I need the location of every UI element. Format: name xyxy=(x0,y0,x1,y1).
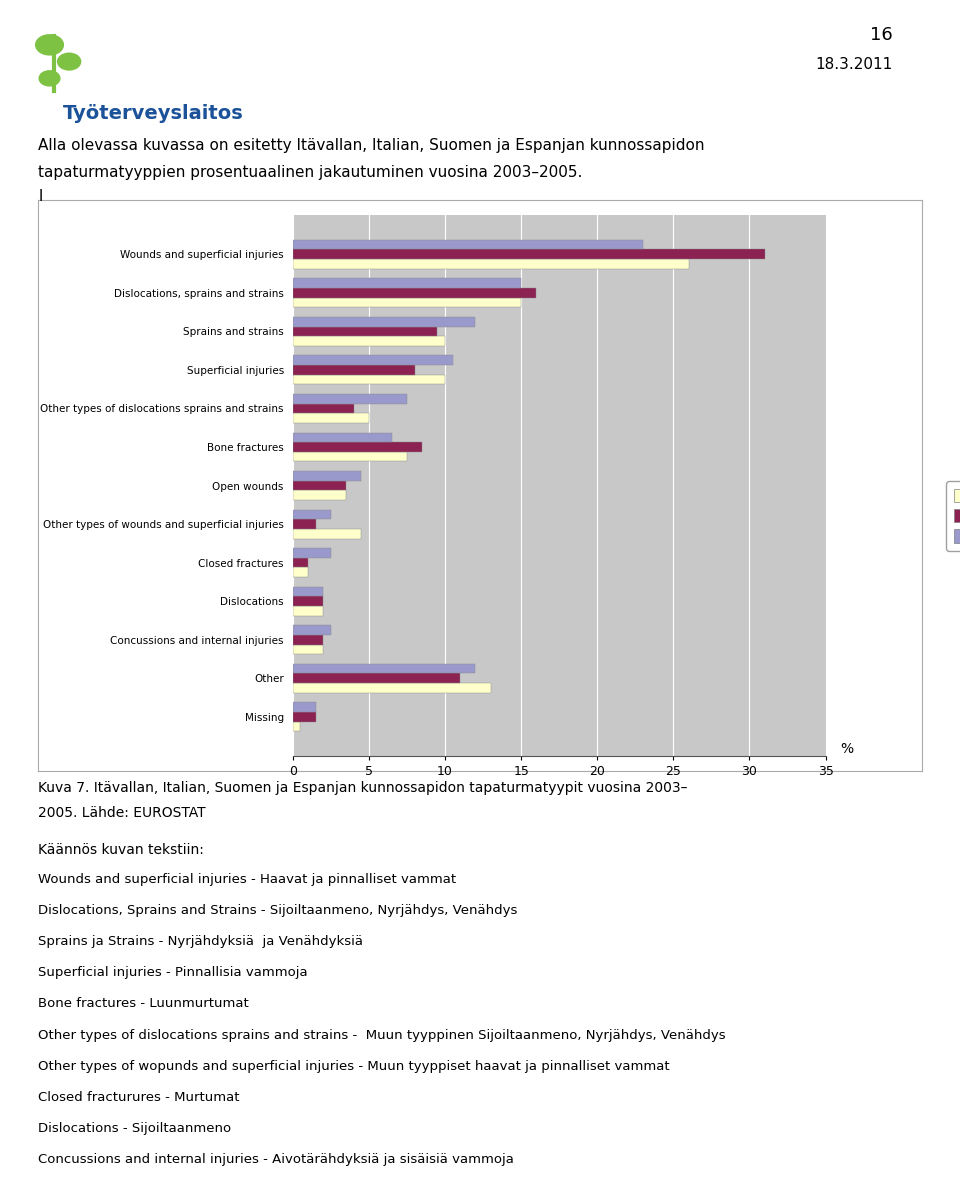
Text: Superficial injuries - Pinnallisia vammoja: Superficial injuries - Pinnallisia vammo… xyxy=(38,966,308,980)
Bar xyxy=(293,298,521,307)
Bar xyxy=(293,673,460,683)
Bar xyxy=(293,712,316,721)
Text: Other types of dislocations sprains and strains -  Muun tyyppinen Sijoiltaanmeno: Other types of dislocations sprains and … xyxy=(38,1029,726,1042)
Text: Kuva 7. Itävallan, Italian, Suomen ja Espanjan kunnossapidon tapaturmatyypit vuo: Kuva 7. Itävallan, Italian, Suomen ja Es… xyxy=(38,781,688,795)
Bar xyxy=(293,336,445,346)
Bar xyxy=(293,279,521,288)
Circle shape xyxy=(58,53,81,71)
Bar xyxy=(293,260,688,269)
Bar xyxy=(293,250,765,260)
Bar xyxy=(293,557,308,567)
Bar xyxy=(293,702,316,712)
Text: Käännös kuvan tekstiin:: Käännös kuvan tekstiin: xyxy=(38,843,204,858)
Circle shape xyxy=(36,35,63,55)
Text: Concussions and internal injuries - Aivotärähdyksiä ja sisäisiä vammoja: Concussions and internal injuries - Aivo… xyxy=(38,1153,515,1166)
Text: Wounds and superficial injuries - Haavat ja pinnalliset vammat: Wounds and superficial injuries - Haavat… xyxy=(38,873,457,886)
Bar xyxy=(293,519,316,529)
Text: l: l xyxy=(38,189,42,205)
Text: Bone fractures - Luunmurtumat: Bone fractures - Luunmurtumat xyxy=(38,997,250,1011)
Bar xyxy=(293,626,331,635)
Bar xyxy=(293,443,422,452)
Bar xyxy=(293,471,361,481)
Bar xyxy=(293,606,324,616)
Text: tapaturmatyyppien prosentuaalinen jakautuminen vuosina 2003–2005.: tapaturmatyyppien prosentuaalinen jakaut… xyxy=(38,165,583,181)
Bar xyxy=(293,567,308,578)
Circle shape xyxy=(39,71,60,86)
Bar xyxy=(293,374,445,384)
Bar xyxy=(293,587,324,597)
Bar xyxy=(293,240,643,250)
Text: 2005. Lähde: EUROSTAT: 2005. Lähde: EUROSTAT xyxy=(38,806,206,820)
Text: Closed fracturures - Murtumat: Closed fracturures - Murtumat xyxy=(38,1091,240,1104)
Bar xyxy=(293,490,347,500)
Text: 16: 16 xyxy=(870,26,893,44)
Text: Alla olevassa kuvassa on esitetty Itävallan, Italian, Suomen ja Espanjan kunnoss: Alla olevassa kuvassa on esitetty Itäval… xyxy=(38,138,705,153)
Bar xyxy=(293,288,537,298)
Bar xyxy=(293,481,347,490)
Bar xyxy=(293,529,361,538)
Bar xyxy=(293,355,453,365)
Text: 18.3.2011: 18.3.2011 xyxy=(816,57,893,73)
Text: %: % xyxy=(840,742,853,756)
Bar xyxy=(293,414,369,423)
Bar xyxy=(293,635,324,645)
Bar xyxy=(293,721,300,731)
Bar xyxy=(293,393,407,404)
Text: Dislocations - Sijoiltaanmeno: Dislocations - Sijoiltaanmeno xyxy=(38,1122,231,1135)
Text: Työterveyslaitos: Työterveyslaitos xyxy=(62,104,243,123)
Bar xyxy=(293,317,475,327)
Legend: 2005, 2004, 2003: 2005, 2004, 2003 xyxy=(947,481,960,550)
Bar xyxy=(293,683,491,692)
Bar xyxy=(293,548,331,557)
Text: Dislocations, Sprains and Strains - Sijoiltaanmeno, Nyrjähdys, Venähdys: Dislocations, Sprains and Strains - Sijo… xyxy=(38,904,517,917)
Bar xyxy=(293,645,324,654)
Bar xyxy=(293,597,324,606)
Bar xyxy=(293,509,331,519)
Bar xyxy=(293,327,438,336)
Bar xyxy=(293,664,475,673)
Bar xyxy=(293,452,407,462)
Text: Sprains ja Strains - Nyrjähdyksiä  ja Venähdyksiä: Sprains ja Strains - Nyrjähdyksiä ja Ven… xyxy=(38,935,364,948)
Bar xyxy=(293,433,392,443)
Bar xyxy=(293,404,353,414)
Bar xyxy=(293,365,415,374)
Text: Other types of wopunds and superficial injuries - Muun tyyppiset haavat ja pinna: Other types of wopunds and superficial i… xyxy=(38,1060,670,1073)
